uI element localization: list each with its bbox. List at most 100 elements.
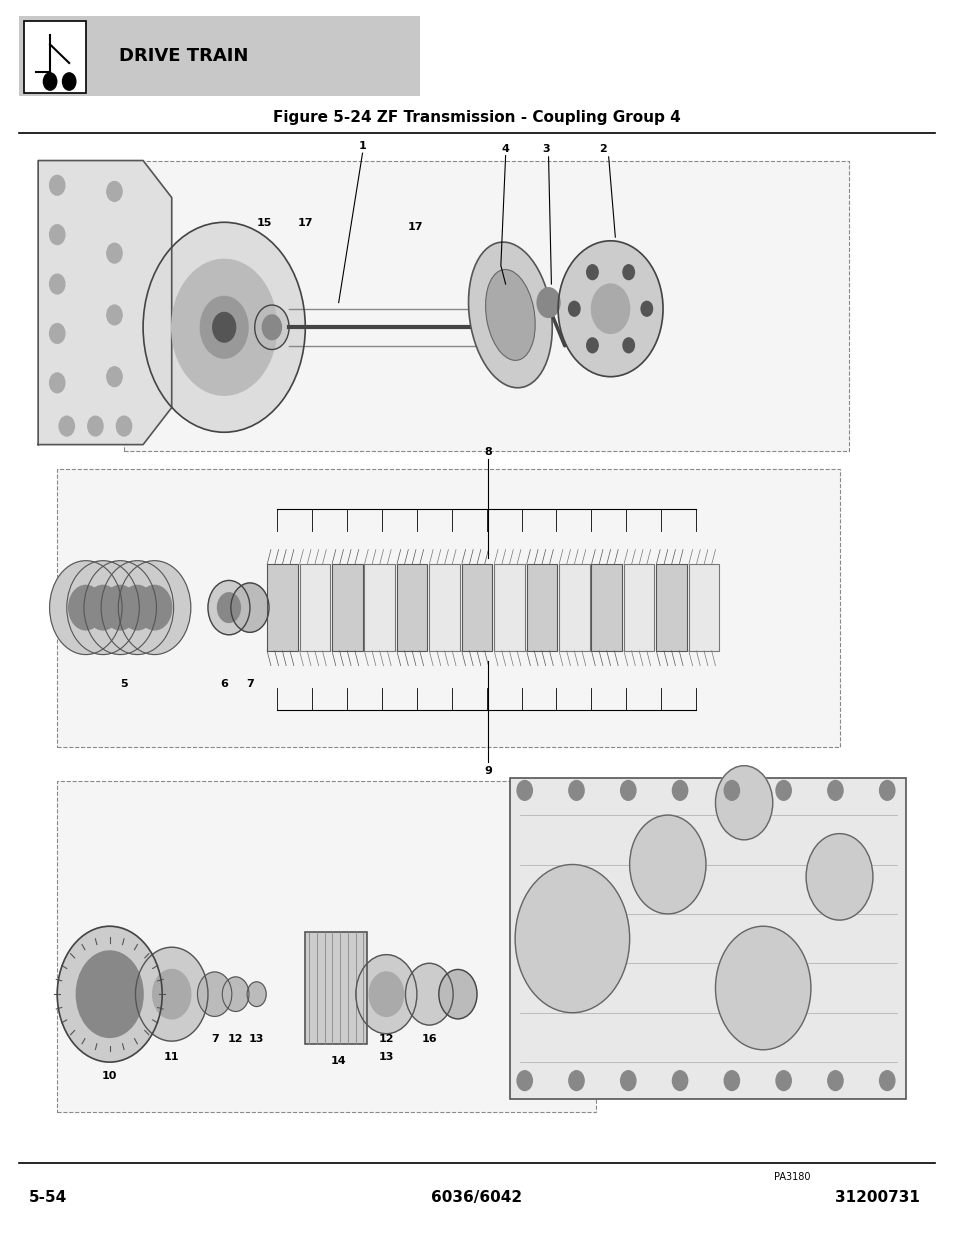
Circle shape — [231, 583, 269, 632]
Text: PA3180: PA3180 — [773, 1172, 809, 1182]
Circle shape — [50, 225, 65, 245]
Text: 5-54: 5-54 — [29, 1191, 67, 1205]
Circle shape — [118, 561, 191, 655]
Circle shape — [200, 296, 248, 358]
FancyBboxPatch shape — [623, 564, 654, 651]
Circle shape — [135, 947, 208, 1041]
Circle shape — [805, 834, 872, 920]
Polygon shape — [38, 161, 172, 445]
Circle shape — [88, 416, 103, 436]
Circle shape — [50, 274, 65, 294]
Circle shape — [586, 338, 598, 353]
Circle shape — [50, 561, 122, 655]
Text: 16: 16 — [421, 1034, 436, 1044]
Circle shape — [620, 1071, 636, 1091]
Circle shape — [438, 969, 476, 1019]
Circle shape — [405, 963, 453, 1025]
Circle shape — [116, 416, 132, 436]
Circle shape — [622, 338, 634, 353]
Circle shape — [879, 781, 894, 800]
FancyBboxPatch shape — [19, 16, 419, 96]
Circle shape — [222, 977, 249, 1011]
Text: 11: 11 — [164, 1052, 179, 1062]
Circle shape — [515, 864, 629, 1013]
Circle shape — [775, 1071, 790, 1091]
Circle shape — [76, 951, 143, 1037]
Text: 8: 8 — [484, 447, 492, 457]
Circle shape — [568, 781, 583, 800]
Circle shape — [143, 222, 305, 432]
Text: 4: 4 — [501, 144, 509, 154]
FancyBboxPatch shape — [558, 564, 589, 651]
Circle shape — [629, 815, 705, 914]
Circle shape — [254, 305, 289, 350]
Circle shape — [107, 182, 122, 201]
Circle shape — [517, 781, 532, 800]
Circle shape — [103, 585, 137, 630]
Circle shape — [63, 73, 76, 90]
FancyBboxPatch shape — [124, 161, 848, 451]
Circle shape — [120, 585, 154, 630]
Circle shape — [879, 1071, 894, 1091]
Circle shape — [723, 1071, 739, 1091]
Text: 2: 2 — [598, 144, 606, 154]
Circle shape — [568, 1071, 583, 1091]
Text: 12: 12 — [378, 1034, 394, 1044]
FancyBboxPatch shape — [494, 564, 524, 651]
Circle shape — [217, 593, 240, 622]
FancyBboxPatch shape — [688, 564, 719, 651]
Circle shape — [355, 955, 416, 1034]
Circle shape — [101, 561, 173, 655]
FancyBboxPatch shape — [364, 564, 395, 651]
Text: 9: 9 — [484, 766, 492, 776]
Circle shape — [369, 972, 403, 1016]
Text: DRIVE TRAIN: DRIVE TRAIN — [119, 47, 249, 65]
Text: 6036/6042: 6036/6042 — [431, 1191, 522, 1205]
Text: 17: 17 — [297, 219, 313, 228]
Circle shape — [50, 373, 65, 393]
Text: 17: 17 — [407, 222, 422, 232]
FancyBboxPatch shape — [526, 564, 557, 651]
Text: 5: 5 — [120, 679, 128, 689]
Ellipse shape — [468, 242, 552, 388]
FancyBboxPatch shape — [461, 564, 492, 651]
Circle shape — [247, 982, 266, 1007]
Circle shape — [672, 781, 687, 800]
Circle shape — [50, 175, 65, 195]
Text: 14: 14 — [331, 1056, 346, 1066]
Circle shape — [723, 781, 739, 800]
Circle shape — [69, 585, 103, 630]
Text: 7: 7 — [246, 679, 253, 689]
Text: 1: 1 — [358, 141, 366, 151]
Circle shape — [827, 1071, 842, 1091]
Circle shape — [213, 312, 235, 342]
Text: 6: 6 — [220, 679, 228, 689]
Circle shape — [137, 585, 172, 630]
Circle shape — [827, 781, 842, 800]
Text: Figure 5-24 ZF Transmission - Coupling Group 4: Figure 5-24 ZF Transmission - Coupling G… — [273, 110, 680, 125]
FancyBboxPatch shape — [299, 564, 330, 651]
FancyBboxPatch shape — [429, 564, 459, 651]
Circle shape — [152, 969, 191, 1019]
FancyBboxPatch shape — [267, 564, 297, 651]
Circle shape — [172, 259, 276, 395]
Ellipse shape — [485, 269, 535, 361]
Circle shape — [537, 288, 559, 317]
FancyBboxPatch shape — [656, 564, 686, 651]
Circle shape — [197, 972, 232, 1016]
Circle shape — [67, 561, 139, 655]
Text: 31200731: 31200731 — [835, 1191, 919, 1205]
Circle shape — [715, 926, 810, 1050]
Circle shape — [715, 766, 772, 840]
Circle shape — [568, 301, 579, 316]
Text: 3: 3 — [541, 144, 549, 154]
Circle shape — [59, 416, 74, 436]
Circle shape — [586, 264, 598, 279]
Text: 7: 7 — [211, 1034, 218, 1044]
FancyBboxPatch shape — [57, 469, 839, 747]
Circle shape — [84, 561, 156, 655]
FancyBboxPatch shape — [510, 778, 905, 1099]
Circle shape — [620, 781, 636, 800]
Circle shape — [107, 243, 122, 263]
Circle shape — [44, 73, 57, 90]
